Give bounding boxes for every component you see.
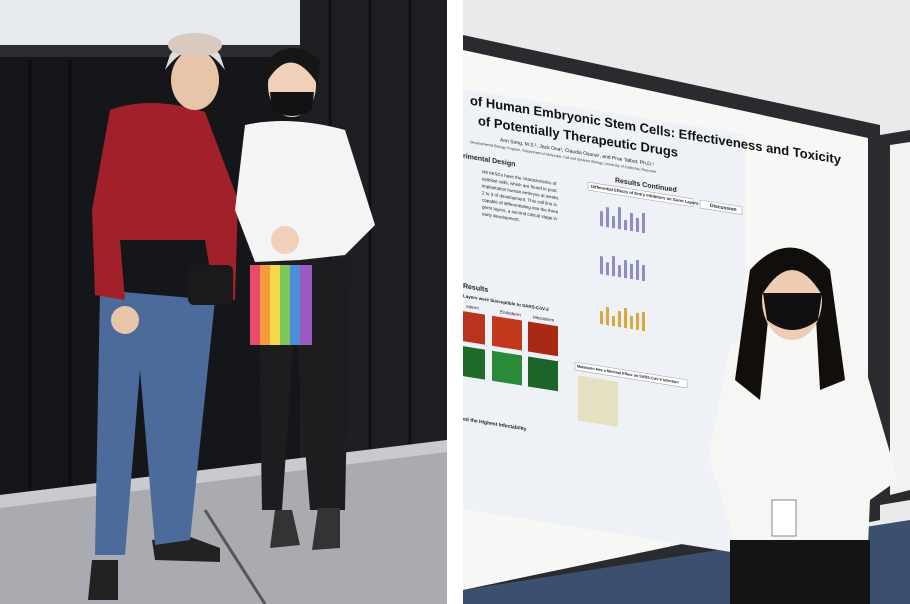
section-title: Results	[463, 283, 488, 294]
column-label: oderm	[466, 304, 479, 311]
section-title: Discussion	[710, 203, 737, 213]
person-right	[235, 47, 375, 550]
left-photo	[0, 0, 447, 604]
design-line: early development.	[482, 211, 520, 222]
right-photo: of Human Embryonic Stem Cells: Effective…	[463, 0, 910, 604]
poster: of Human Embryonic Stem Cells: Effective…	[463, 89, 842, 555]
person	[708, 247, 898, 604]
design-text: H9 hESCs have the characteristics ofepib…	[482, 169, 559, 222]
column-label: Endoderm	[500, 309, 521, 317]
column-label: Mesoderm	[533, 314, 554, 322]
person-left	[88, 33, 238, 600]
rainbow-bag	[250, 265, 312, 345]
